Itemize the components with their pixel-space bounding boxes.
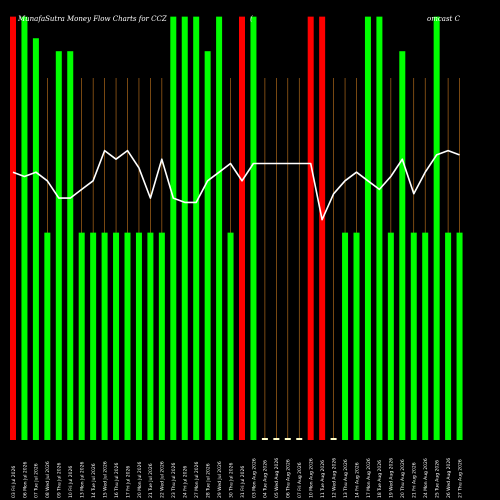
money-flow-bar [273,438,280,440]
x-tick-label: 30 Thu Jul 2026 [228,463,234,498]
x-tick-label: 31 Fri Jul 2026 [240,466,246,498]
x-tick-label: 19 Wed Aug 2026 [389,458,395,498]
money-flow-bar [170,16,177,440]
money-flow-bar [67,51,74,440]
money-flow-bar [78,232,85,440]
money-flow-bar [32,38,39,441]
x-tick-label: 03 Fri Jul 2026 [11,466,17,498]
money-flow-bar [342,232,349,440]
money-flow-bar [307,16,314,440]
money-flow-bar [147,232,154,440]
money-flow-line [12,149,460,221]
money-flow-bar [227,232,234,440]
money-flow-bar [364,16,371,440]
money-flow-bar [284,438,291,440]
x-tick-label: 06 Mon Jul 2026 [22,461,28,498]
x-tick-label: 28 Tue Jul 2026 [205,463,211,498]
money-flow-bar [261,438,268,440]
money-flow-bar [124,232,131,440]
x-tick-label: 29 Wed Jul 2026 [217,461,223,498]
money-flow-bar [250,16,257,440]
money-flow-bar [319,16,326,440]
x-tick-label: 21 Tue Jul 2026 [148,463,154,498]
money-flow-bar [399,51,406,440]
x-tick-label: 18 Tue Aug 2026 [377,460,383,498]
x-tick-label: 03 Mon Aug 2026 [251,458,257,498]
money-flow-bar [10,16,16,440]
x-tick-label: 05 Wed Aug 2026 [274,458,280,498]
money-flow-bar [113,232,120,440]
x-tick-label: 22 Wed Jul 2026 [160,461,166,498]
x-tick-label: 13 Thu Aug 2026 [343,459,349,498]
money-flow-bar [239,16,245,440]
money-flow-bar [21,16,28,440]
money-flow-bar [90,232,97,440]
x-tick-label: 17 Fri Jul 2026 [125,466,131,498]
x-tick-label: 25 Tue Aug 2026 [434,460,440,498]
x-tick-label: 10 Fri Jul 2026 [68,466,74,498]
x-tick-label: 21 Fri Aug 2026 [412,462,418,498]
x-tick-label: 07 Fri Aug 2026 [297,462,303,498]
x-tick-label: 11 Tue Aug 2026 [320,460,326,498]
x-tick-label: 26 Wed Aug 2026 [446,458,452,498]
x-tick-label: 06 Thu Aug 2026 [286,459,292,498]
x-tick-label: 20 Mon Jul 2026 [137,461,143,498]
x-tick-label: 23 Thu Jul 2026 [171,463,177,498]
chart-title-company: omcast C [427,15,461,23]
x-tick-labels: 03 Fri Jul 2026 06 Mon Jul 2026 07 Tue Jul… [11,458,464,498]
money-flow-bar [353,232,360,440]
x-tick-label: 13 Mon Jul 2026 [80,461,86,498]
money-flow-bar [445,232,452,440]
bars-group [10,16,463,441]
money-flow-bar [433,16,440,440]
x-tick-label: 04 Tue Aug 2026 [263,460,269,498]
x-tick-label: 17 Mon Aug 2026 [366,458,372,498]
money-flow-bar [410,232,417,440]
money-flow-bar [216,16,223,440]
x-tick-label: 24 Fri Jul 2026 [183,466,189,498]
money-flow-bar [135,232,142,440]
money-flow-bar [204,51,211,440]
money-flow-bar [181,16,188,440]
money-flow-bar [422,232,429,440]
x-tick-label: 27 Thu Aug 2026 [457,459,463,498]
money-flow-bar [456,232,463,440]
money-flow-bar [330,438,337,440]
x-tick-label: 08 Wed Jul 2026 [45,461,51,498]
chart-title-fragment: ( [250,15,253,23]
x-tick-label: 12 Wed Aug 2026 [331,458,337,498]
x-tick-label: 15 Wed Jul 2026 [102,461,108,498]
x-tick-label: 14 Tue Jul 2026 [91,463,97,498]
money-flow-bar [158,232,165,440]
money-flow-bar [101,232,108,440]
money-flow-bar [44,232,51,440]
x-tick-label: 24 Mon Aug 2026 [423,458,429,498]
money-flow-bar [193,16,200,440]
x-tick-label: 16 Thu Jul 2026 [114,463,120,498]
money-flow-bar [376,16,383,440]
x-tick-label: 10 Mon Aug 2026 [309,458,315,498]
x-tick-label: 20 Thu Aug 2026 [400,459,406,498]
chart-title: MunafaSutra Money Flow Charts for CCZ [17,15,167,23]
x-tick-label: 27 Mon Jul 2026 [194,461,200,498]
money-flow-bar [387,232,394,440]
money-flow-bar [296,438,303,440]
x-tick-label: 07 Tue Jul 2026 [34,463,40,498]
x-tick-label: 09 Thu Jul 2026 [57,463,63,498]
money-flow-bar [55,51,62,440]
x-tick-label: 14 Fri Aug 2026 [354,462,360,498]
